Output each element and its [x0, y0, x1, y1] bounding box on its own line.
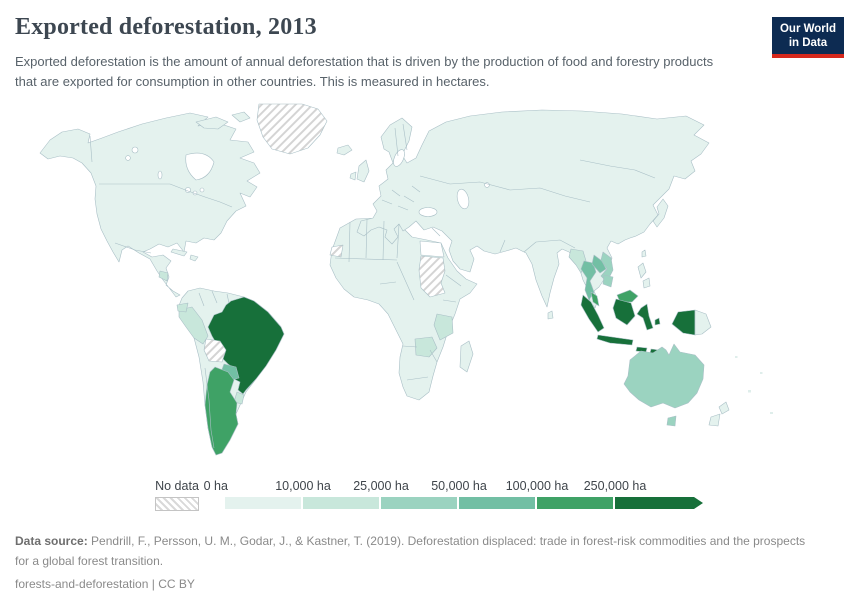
country-arctic-islands[interactable] [231, 111, 251, 123]
owid-logo-line1: Our World [779, 23, 836, 35]
pacific-islands [735, 356, 773, 414]
country-cuba[interactable] [170, 248, 188, 257]
license-line: forests-and-deforestation | CC BY [15, 577, 195, 591]
legend-tick-label: 0 ha [203, 479, 228, 493]
legend-bin[interactable] [303, 497, 379, 509]
legend-bar: 0 ha 10,000 ha 25,000 ha 50,000 ha 100,000 h… [204, 479, 705, 513]
data-source-text: Pendrill, F., Persson, U. M., Godar, J.,… [15, 534, 806, 568]
owid-logo[interactable]: Our World in Data [771, 17, 844, 58]
country-western-sahara[interactable] [329, 244, 344, 258]
legend-no-data-label: No data [155, 479, 199, 493]
country-new-zealand[interactable] [718, 401, 730, 415]
country-indonesia[interactable] [612, 298, 636, 326]
country-madagascar[interactable] [459, 340, 474, 373]
country-indonesia[interactable] [596, 334, 634, 346]
country-arctic-islands[interactable] [195, 116, 229, 130]
legend-no-data: No data [155, 479, 199, 511]
country-tasmania[interactable] [666, 415, 677, 427]
owid-logo-line2: in Data [788, 37, 828, 49]
legend-tick-label: 100,000 ha [505, 479, 569, 493]
country-uruguay[interactable] [233, 391, 245, 405]
country-greenland[interactable] [256, 103, 328, 155]
country-argentina[interactable] [204, 366, 239, 456]
data-source-line: Data source: Pendrill, F., Persson, U. M… [15, 531, 815, 571]
country-taiwan[interactable] [641, 249, 647, 258]
country-ireland[interactable] [349, 171, 357, 181]
legend-bin[interactable] [381, 497, 457, 509]
country-united-kingdom[interactable] [356, 159, 370, 183]
legend-no-data-swatch[interactable] [155, 497, 199, 511]
country-sri-lanka[interactable] [547, 310, 554, 320]
legend-bin[interactable] [225, 497, 301, 509]
country-indonesia[interactable] [636, 303, 654, 331]
country-nicaragua[interactable] [158, 270, 169, 282]
country-cambodia[interactable] [602, 274, 614, 288]
country-new-zealand[interactable] [708, 413, 721, 427]
country-malaysia[interactable] [590, 291, 600, 307]
country-peru[interactable] [178, 306, 209, 345]
country-eurasia[interactable] [356, 109, 710, 309]
country-hispaniola[interactable] [189, 254, 199, 262]
country-borders [89, 123, 656, 449]
data-source-label: Data source: [15, 534, 88, 548]
chart-footer: Data source: Pendrill, F., Persson, U. M… [15, 531, 815, 591]
country-egypt[interactable] [419, 240, 445, 258]
legend-bin[interactable] [615, 497, 703, 509]
country-sudan[interactable] [418, 255, 446, 298]
legend-tick-label: 25,000 ha [353, 479, 409, 493]
legend-tick-label: 250,000 ha [583, 479, 647, 493]
country-indonesia[interactable] [580, 294, 605, 333]
lakes [125, 146, 490, 217]
country-tanzania[interactable] [433, 313, 454, 341]
country-japan[interactable] [652, 198, 669, 228]
country-papua-new-guinea[interactable] [694, 309, 712, 336]
country-indonesia[interactable] [654, 317, 661, 326]
country-indonesia[interactable] [671, 309, 696, 336]
country-bolivia[interactable] [203, 338, 227, 363]
country-iceland[interactable] [336, 144, 353, 156]
country-australia[interactable] [623, 343, 705, 409]
country-philippines[interactable] [637, 262, 647, 279]
country-brazil[interactable] [207, 296, 285, 395]
page-title: Exported deforestation, 2013 [15, 14, 317, 40]
legend-bin[interactable] [459, 497, 535, 509]
legend-tick-label: 50,000 ha [431, 479, 487, 493]
country-philippines[interactable] [642, 277, 651, 289]
country-ecuador[interactable] [176, 302, 189, 313]
chart-subtitle: Exported deforestation is the amount of … [15, 54, 714, 89]
legend-bin[interactable] [537, 497, 613, 509]
legend-tick-label: 10,000 ha [275, 479, 331, 493]
country-laos[interactable] [591, 254, 607, 274]
